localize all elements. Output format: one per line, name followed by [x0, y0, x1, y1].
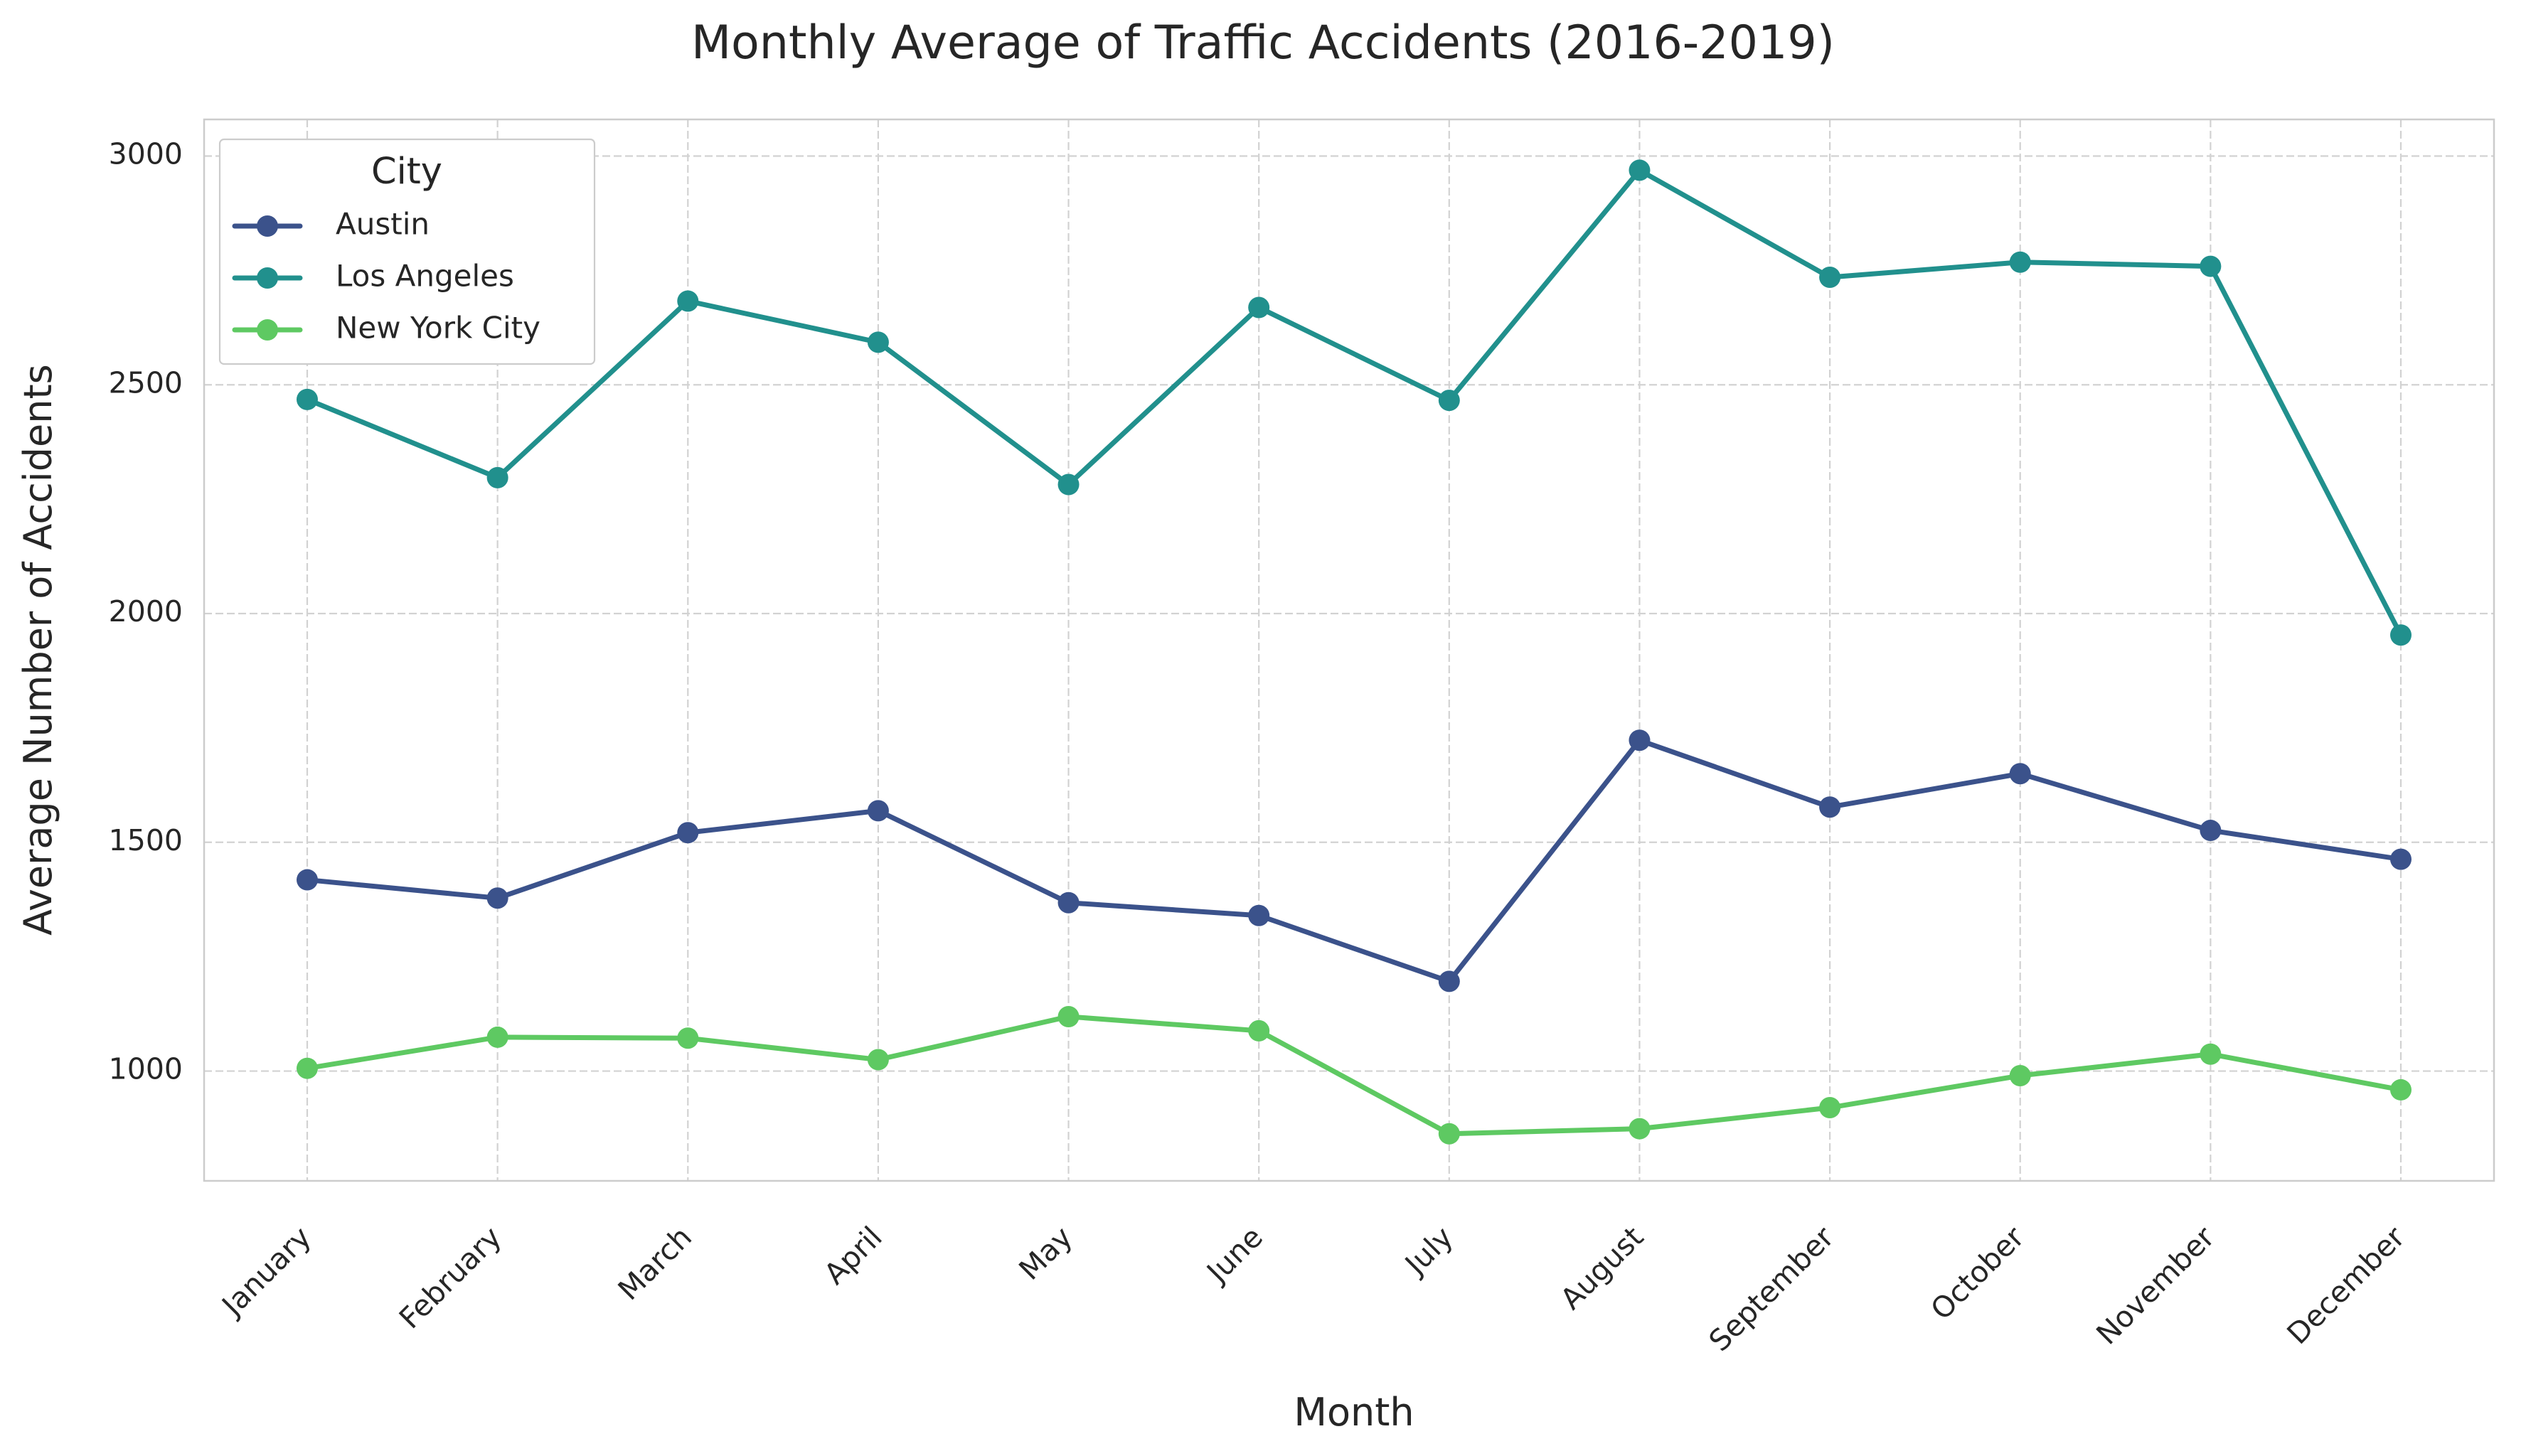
series-new-york-city: [297, 1005, 2412, 1145]
legend-box: [218, 138, 596, 365]
plot-area-frame: [203, 118, 2495, 1182]
y-tick-label: 1000: [109, 1052, 183, 1086]
data-point: [1819, 1097, 1841, 1119]
data-point: [1057, 892, 1080, 914]
y-tick-label: 2000: [109, 594, 183, 628]
legend-marker: [257, 215, 278, 237]
data-point: [1438, 390, 1460, 412]
y-axis-label: Average Number of Accidents: [16, 364, 60, 936]
data-point: [2390, 624, 2412, 646]
x-axis-label: Month: [1294, 1390, 1414, 1435]
y-tick-label: 2500: [109, 365, 183, 400]
legend-items: Austin Los Angeles New York City: [232, 207, 540, 346]
legend-label: Los Angeles: [336, 259, 514, 294]
y-tick-label: 1500: [109, 823, 183, 857]
data-point: [1629, 1118, 1651, 1140]
data-point: [1819, 267, 1841, 289]
data-point: [1438, 970, 1460, 992]
data-point: [1057, 473, 1080, 496]
data-point: [486, 466, 508, 488]
series-layer: [297, 159, 2412, 1145]
data-point: [297, 1057, 318, 1079]
data-point: [1438, 1123, 1460, 1145]
data-point: [297, 869, 318, 891]
data-point: [1248, 1019, 1270, 1042]
data-point: [1248, 296, 1270, 318]
data-point: [1629, 159, 1651, 181]
data-point: [677, 822, 699, 844]
legend-item: New York City: [232, 311, 540, 346]
data-point: [1248, 904, 1270, 926]
series-line: [304, 167, 2404, 638]
data-point: [677, 290, 699, 312]
data-point: [677, 1027, 699, 1049]
y-tick-label: 3000: [109, 136, 183, 171]
data-point: [2390, 1078, 2412, 1101]
legend-item: Austin: [232, 207, 430, 242]
legend-marker: [257, 319, 278, 341]
legend-marker: [257, 267, 278, 289]
data-point: [2390, 848, 2412, 870]
data-point: [1629, 729, 1651, 751]
data-point: [2200, 820, 2222, 842]
data-point: [2009, 763, 2031, 785]
data-point: [486, 1026, 508, 1048]
data-point: [867, 800, 889, 822]
series-line: [304, 1014, 2404, 1137]
data-point: [2009, 251, 2031, 273]
data-point: [1057, 1005, 1080, 1027]
chart-title: Monthly Average of Traffic Accidents (20…: [691, 16, 1835, 70]
legend-item: Los Angeles: [232, 259, 514, 294]
legend-label: New York City: [336, 311, 540, 346]
data-point: [2009, 1064, 2031, 1086]
series-austin: [297, 729, 2412, 992]
data-point: [297, 388, 318, 410]
data-point: [2200, 255, 2222, 277]
data-point: [867, 331, 889, 353]
data-point: [2200, 1043, 2222, 1065]
legend-label: Austin: [336, 207, 430, 242]
data-point: [486, 887, 508, 909]
series-line: [304, 737, 2404, 984]
data-point: [1819, 796, 1841, 818]
legend-title: City: [371, 151, 442, 193]
legend: City Austin Los Angeles New York City: [218, 138, 596, 365]
y-axis-ticks: 1000 1500 2000 2500 3000: [109, 136, 183, 1086]
series-los-angeles: [297, 159, 2412, 646]
data-point: [867, 1049, 889, 1071]
